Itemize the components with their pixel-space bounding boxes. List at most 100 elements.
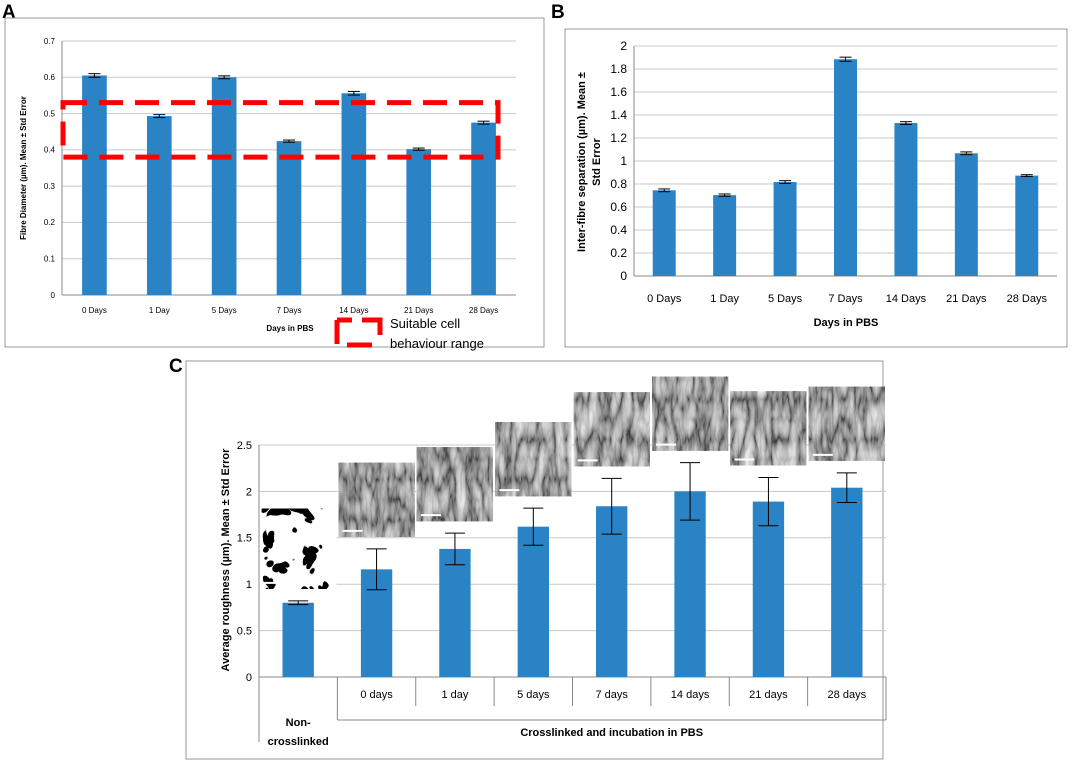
x-tick-label-c: crosslinked [268,736,329,748]
sem-thumbnail-texture [808,386,885,461]
sem-thumbnail-sem-21-days [730,391,807,466]
x-tick-label-a: 7 Days [277,306,302,315]
y-tick-label-b: 1.6 [610,85,627,99]
y-tick-label-a: 0.4 [44,146,56,155]
x-tick-label-c: 7 days [595,689,628,701]
x-tick-label-a: 0 Days [82,306,107,315]
x-tick-label-b: 0 Days [647,293,682,305]
bar-a [146,116,172,296]
bar-a [471,122,496,296]
sem-thumbnail-texture [730,391,807,466]
sem-thumbnail-texture [338,462,415,537]
bar-c [517,526,549,677]
x-tick-label-c: Non- [286,717,311,729]
x-tick-label-c: 14 days [671,689,710,701]
bar-c [752,501,785,677]
y-tick-label-b: 1.4 [610,108,627,122]
x-tick-label-b: 7 Days [828,293,863,305]
bar-b [1015,175,1039,276]
y-tick-label-b: 1.2 [610,131,627,145]
x-tick-label-b: 1 Day [710,293,739,305]
y-tick-label-c: 1.5 [237,533,252,545]
sem-thumbnail-sem-28-days [808,386,885,461]
panel-label-a: A [2,2,16,23]
x-group-label-c: Crosslinked and incubation in PBS [520,727,703,739]
bar-c [674,491,706,677]
bar-a [211,77,237,296]
y-tick-label-a: 0 [51,291,56,300]
bar-a [341,93,367,295]
y-tick-label-a: 0.6 [44,73,56,82]
x-tick-label-a: 14 Days [339,306,368,315]
y-tick-label-b: 0.8 [610,177,627,191]
x-tick-label-b: 5 Days [768,293,803,305]
bar-b [713,195,737,276]
x-tick-label-b: 28 Days [1007,293,1048,305]
bar-a [82,75,107,295]
x-tick-label-a: 1 Day [149,306,170,315]
x-tick-label-c: 5 days [517,689,550,701]
suitable-range-box [60,100,501,160]
bar-b [894,123,918,276]
y-tick-label-c: 2 [246,486,252,498]
y-axis-title-c: Average roughness (µm). Mean ± Std Error [220,448,232,672]
bar-c [596,506,628,677]
bar-a [406,149,432,295]
bar-b [954,153,978,276]
bar-b [834,59,857,276]
y-tick-label-b: 0.6 [610,200,627,214]
sem-thumbnail-sem-14-days [652,376,729,451]
sem-thumbnail-non-crosslinked-sem [260,508,337,589]
x-tick-label-a: 28 Days [469,306,498,315]
x-axis-title-a: Days in PBS [266,324,314,333]
sem-thumbnail-sem-0-days [338,462,415,537]
legend-label: behaviour range [390,336,484,351]
y-tick-label-b: 1 [620,154,627,168]
y-tick-label-c: 0.5 [237,625,252,637]
x-tick-label-c: 1 day [441,689,468,701]
y-tick-label-b: 0.2 [610,246,627,260]
panel-label-c: C [169,356,183,377]
x-tick-label-a: 21 Days [404,306,433,315]
sem-thumbnail-sem-7-days [573,392,650,467]
y-tick-label-a: 0.2 [44,218,56,227]
y-tick-label-c: 1 [246,579,252,591]
y-tick-label-c: 0 [246,672,252,684]
legend-swatch [362,317,383,335]
y-tick-label-a: 0.3 [44,182,56,191]
y-tick-label-b: 2 [620,39,627,53]
x-tick-label-b: 14 Days [886,293,927,305]
sem-thumbnail-sem-5-days [495,422,572,497]
panel-label-b: B [551,2,565,23]
x-tick-label-b: 21 Days [946,293,987,305]
sem-thumbnail-texture [652,376,729,451]
bar-a [276,141,302,295]
sem-thumbnail-texture [416,447,493,522]
bar-c [282,602,314,677]
bar-c [439,548,471,677]
sem-thumbnail-texture [573,392,650,467]
y-axis-title-b: Inter-fibre separation (µm). Mean ± [576,72,588,252]
chart-frame-b [564,28,1068,348]
sem-thumbnail-texture [495,422,572,497]
x-axis-title-b: Days in PBS [814,317,879,329]
y-axis-title-a: Fibre Diameter (µm). Mean ± Std Error [19,96,28,240]
y-tick-label-b: 0 [620,269,627,283]
bar-c [831,487,863,677]
x-tick-label-c: 0 days [360,689,393,701]
bar-b [652,190,676,276]
y-tick-label-a: 0.7 [44,37,56,46]
bar-b [773,182,797,276]
legend-label: Suitable cell [390,316,460,331]
y-tick-label-a: 0.1 [44,255,56,264]
y-tick-label-a: 0.5 [44,109,56,118]
sem-thumbnail-sem-1-day [416,447,493,522]
x-tick-label-c: 21 days [749,689,788,701]
y-tick-label-b: 0.4 [610,223,627,237]
y-tick-label-b: 1.8 [610,62,627,76]
y-axis-title-b: Std Error [591,137,603,185]
sem-thumbnail-texture [260,508,337,589]
x-tick-label-c: 28 days [828,689,867,701]
y-tick-label-c: 2.5 [237,440,252,452]
